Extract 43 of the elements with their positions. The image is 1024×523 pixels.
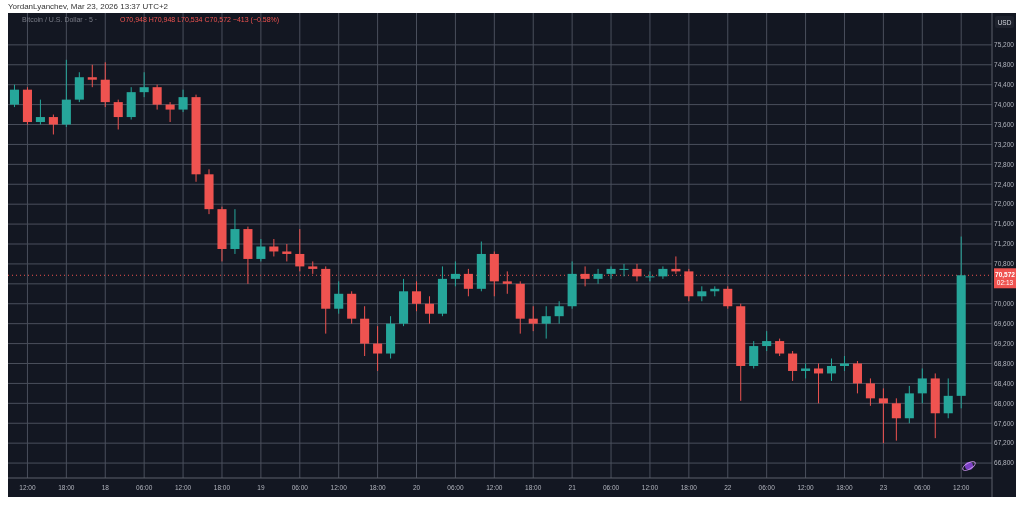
candlestick bbox=[411, 280, 422, 312]
candlestick bbox=[891, 397, 901, 442]
candlestick bbox=[826, 358, 837, 382]
candlestick bbox=[632, 263, 642, 282]
candlestick bbox=[113, 99, 123, 130]
candlestick bbox=[373, 325, 383, 372]
text: YordanLyanchev, Mar 23, 2026 13:37 UTC+2 bbox=[8, 2, 169, 11]
candlestick bbox=[74, 71, 84, 103]
candlestick bbox=[852, 360, 862, 394]
candlestick bbox=[165, 101, 175, 123]
candlestick bbox=[865, 377, 875, 407]
candlestick bbox=[606, 265, 616, 280]
candlestick bbox=[645, 270, 655, 282]
candlestick bbox=[593, 268, 603, 285]
candlestick bbox=[658, 265, 668, 280]
candlestick bbox=[295, 228, 305, 272]
candlestick bbox=[917, 367, 927, 404]
candlestick bbox=[48, 114, 58, 135]
candlestick bbox=[541, 305, 551, 340]
candlestick bbox=[269, 238, 279, 257]
candlestick bbox=[463, 268, 473, 297]
candlestick bbox=[814, 362, 824, 404]
candlestick bbox=[528, 305, 538, 332]
candlestick bbox=[152, 84, 162, 111]
candlestick bbox=[230, 208, 240, 255]
candlestick bbox=[139, 71, 149, 98]
candlestick bbox=[450, 260, 460, 287]
candlestick bbox=[334, 280, 344, 315]
candlestick bbox=[178, 89, 188, 113]
candlestick bbox=[35, 99, 45, 126]
candlestick bbox=[749, 340, 759, 369]
candlestick bbox=[87, 64, 97, 88]
candlestick bbox=[619, 263, 629, 277]
candlestick bbox=[554, 300, 564, 325]
candlestick bbox=[878, 387, 888, 444]
candlestick bbox=[762, 330, 772, 352]
candlestick bbox=[256, 238, 266, 262]
candlestick bbox=[788, 350, 798, 382]
candlestick bbox=[424, 295, 435, 325]
candlestick bbox=[100, 61, 110, 108]
candlestick bbox=[9, 84, 20, 108]
candlestick bbox=[943, 377, 953, 419]
candlestick bbox=[723, 285, 733, 310]
